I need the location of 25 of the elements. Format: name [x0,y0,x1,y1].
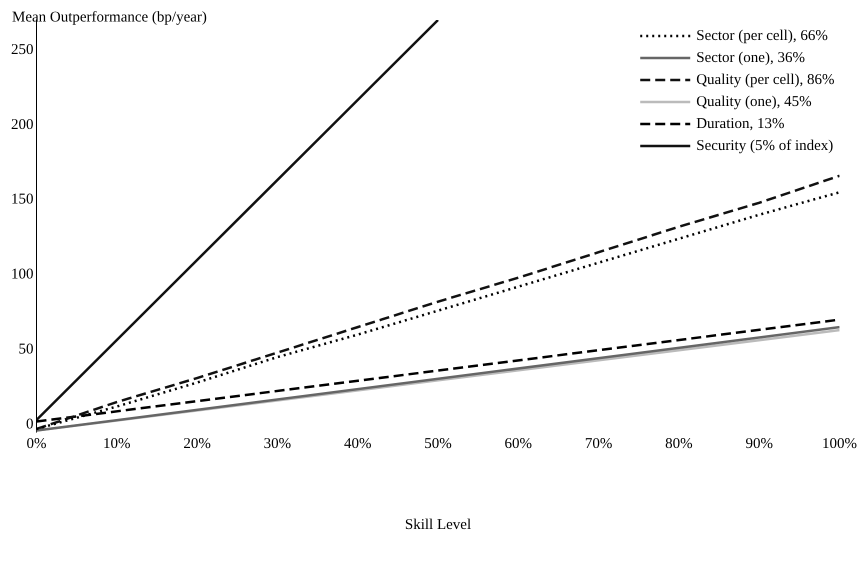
x-tick-label: 50% [424,436,452,452]
y-tick-label: 200 [11,116,34,133]
x-axis-title: Skill Level [404,516,472,533]
y-tick-label: 0 [26,416,34,432]
x-tick-label: 90% [745,436,773,452]
legend-label: Quality (one), 45% [696,94,812,110]
y-tick-label: 150 [11,192,34,208]
legend-label: Quality (per cell), 86% [696,72,834,88]
legend-label: Sector (per cell), 66% [696,28,828,44]
y-tick-label: 50 [18,342,34,358]
x-tick-label: 30% [264,436,292,452]
x-tick-label: 10% [103,436,131,452]
x-tick-label: 0% [26,436,46,452]
legend-label: Security (5% of index) [696,138,834,154]
x-tick-label: 100% [822,436,857,452]
y-tick-label: 100 [11,266,34,283]
y-tick-label: 250 [11,42,34,58]
x-tick-label: 80% [665,436,693,452]
legend-label: Sector (one), 36% [696,50,805,66]
legend-label: Duration, 13% [696,116,785,132]
y-axis-title: Mean Outperformance (bp/year) [12,9,207,26]
x-tick-label: 70% [584,436,612,452]
x-tick-label: 20% [183,436,211,452]
x-tick-label: 60% [504,436,532,452]
x-tick-label: 40% [344,436,372,452]
